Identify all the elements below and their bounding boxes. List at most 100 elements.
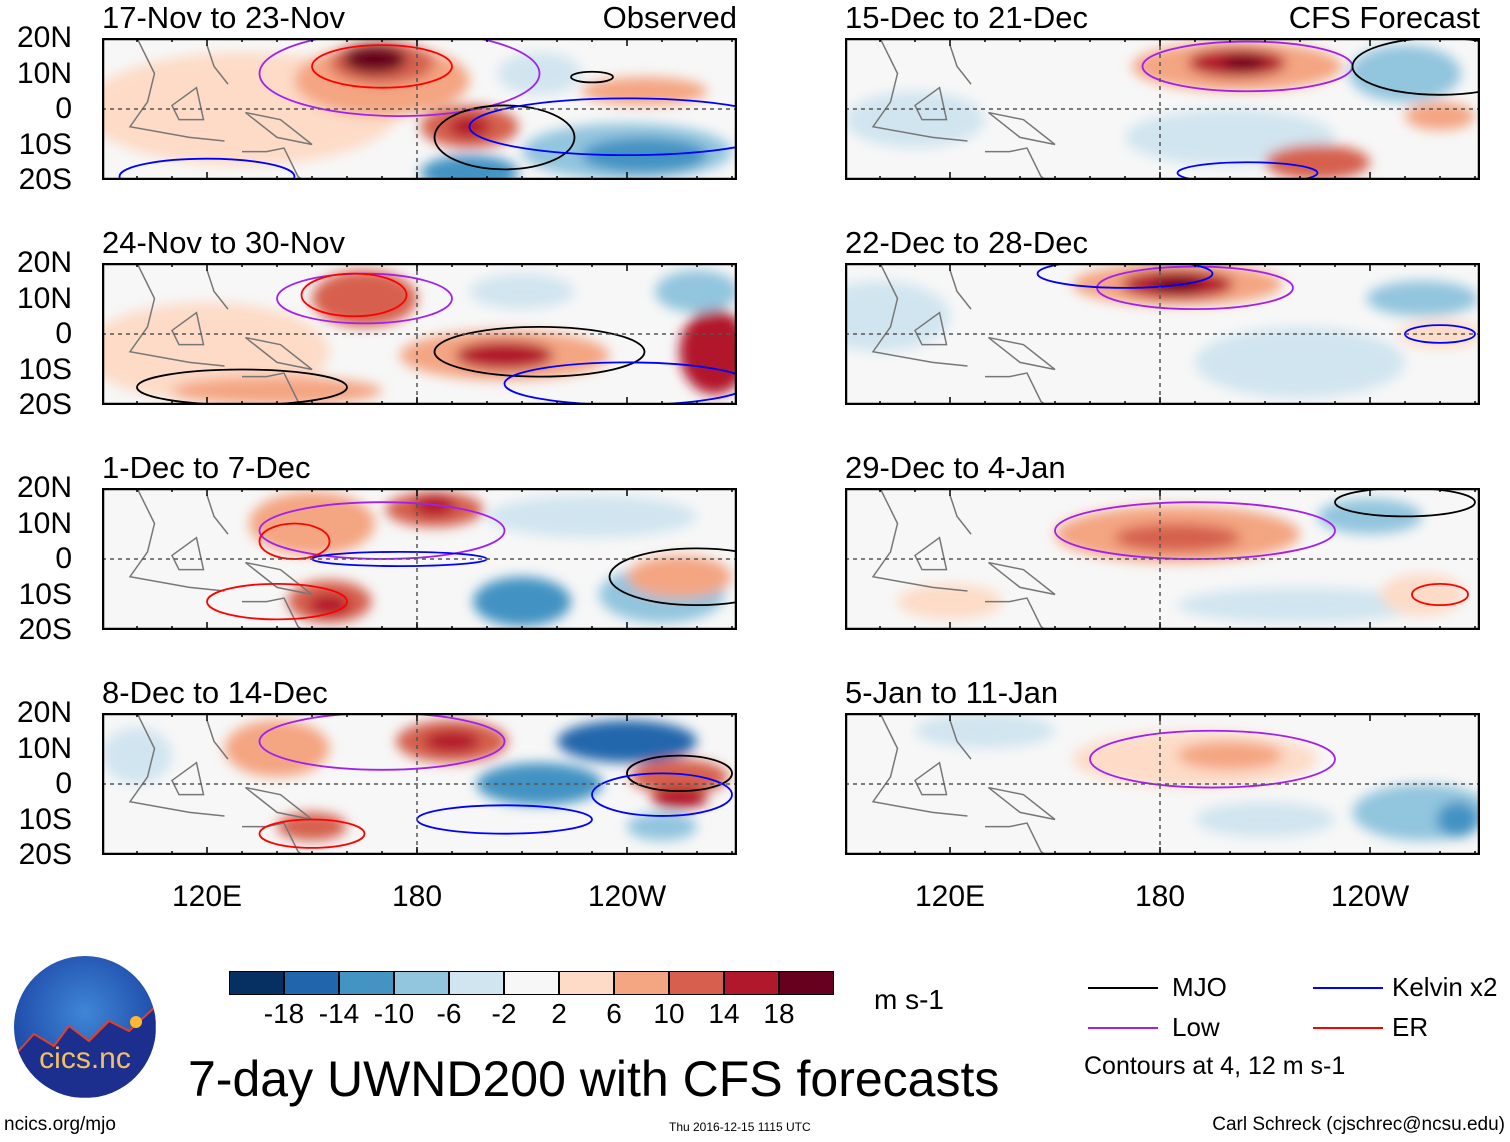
lon-label: 120E bbox=[914, 880, 986, 913]
lat-label: 0 bbox=[55, 317, 72, 350]
legend-line-kelvin bbox=[1313, 987, 1383, 989]
panel-title: 15-Dec to 21-Dec bbox=[845, 0, 1088, 35]
anomaly-shading bbox=[424, 730, 480, 753]
panel-title: 17-Nov to 23-Nov bbox=[102, 0, 345, 35]
map-panel bbox=[102, 713, 737, 855]
anomaly-shading bbox=[420, 155, 519, 180]
colorbar-label: 2 bbox=[551, 998, 567, 1029]
footer-timestamp: Thu 2016-12-15 1115 UTC bbox=[669, 1120, 811, 1134]
lon-label: 120E bbox=[171, 880, 243, 913]
contour-line bbox=[1089, 729, 1336, 789]
lat-label: 10N bbox=[16, 56, 72, 90]
lat-label: 10S bbox=[18, 802, 72, 836]
contour-line bbox=[258, 818, 366, 849]
colorbar-swatch bbox=[559, 971, 614, 995]
anomaly-shading bbox=[1366, 280, 1479, 317]
colorbar-swatch bbox=[449, 971, 504, 995]
panel-title: 1-Dec to 7-Dec bbox=[102, 450, 311, 485]
lon-label: 120W bbox=[1330, 880, 1410, 913]
colorbar-swatch bbox=[504, 971, 559, 995]
coastline bbox=[871, 263, 1056, 405]
panel-frame bbox=[102, 38, 737, 180]
contour-line bbox=[433, 104, 576, 171]
anomaly-shading bbox=[224, 720, 330, 777]
anomaly-shading bbox=[651, 787, 708, 809]
panel-tag: CFS Forecast bbox=[1288, 0, 1480, 35]
colorbar-label: -6 bbox=[436, 998, 462, 1029]
contour-line bbox=[591, 772, 733, 817]
coastline bbox=[128, 38, 313, 180]
anomaly-shading bbox=[1405, 101, 1475, 131]
anomaly-shading bbox=[1317, 498, 1423, 535]
lat-label: 20S bbox=[18, 838, 72, 871]
legend-label-mjo: MJO bbox=[1172, 972, 1227, 1002]
contour-line bbox=[626, 754, 733, 792]
contour-line bbox=[258, 38, 541, 117]
colorbar-label: -18 bbox=[263, 998, 305, 1029]
coastline bbox=[128, 488, 313, 630]
anomaly-shading bbox=[1223, 55, 1265, 70]
lon-label: 180 bbox=[391, 880, 443, 913]
panel-frame bbox=[845, 263, 1480, 405]
anomaly-shading bbox=[630, 759, 729, 795]
footer-author: Carl Schreck (cjschrec@ncsu.edu) bbox=[1212, 1114, 1505, 1135]
lat-label: 10N bbox=[16, 731, 72, 765]
coastline bbox=[128, 263, 313, 405]
lat-label: 0 bbox=[55, 92, 72, 125]
panel-frame bbox=[845, 38, 1480, 180]
legend-line-mjo bbox=[1088, 987, 1158, 989]
anomaly-shading bbox=[1349, 45, 1461, 102]
contour-line bbox=[311, 44, 453, 89]
anomaly-shading bbox=[469, 273, 575, 310]
contour-line bbox=[570, 70, 614, 84]
lon-label: 120W bbox=[587, 880, 667, 913]
anomaly-shading bbox=[627, 812, 697, 841]
colorbar-swatch bbox=[284, 971, 339, 995]
lat-label: 20S bbox=[18, 613, 72, 646]
footer-url[interactable]: ncics.org/mjo bbox=[4, 1114, 116, 1135]
panel-frame bbox=[102, 488, 737, 630]
contour-line bbox=[1054, 501, 1336, 560]
colorbar-swatch bbox=[339, 971, 394, 995]
anomaly-shading bbox=[476, 762, 603, 806]
figure-title: 7-day UWND200 with CFS forecasts bbox=[188, 1051, 1000, 1107]
contour-line bbox=[118, 157, 296, 180]
anomaly-shading bbox=[473, 576, 571, 627]
anomaly-shading bbox=[845, 91, 985, 149]
anomaly-shading bbox=[312, 270, 417, 327]
lat-label: 20N bbox=[16, 471, 72, 504]
lat-label: 10S bbox=[18, 577, 72, 611]
coastline bbox=[871, 488, 1056, 630]
panel-tag: Observed bbox=[602, 0, 737, 35]
map-panel bbox=[845, 263, 1480, 405]
cics-logo: cics.nc bbox=[14, 956, 156, 1098]
anomaly-shading bbox=[172, 376, 382, 405]
map-panel bbox=[102, 488, 737, 630]
colorbar-label: -14 bbox=[318, 998, 360, 1029]
colorbar-label: 10 bbox=[653, 998, 685, 1029]
contour-line bbox=[206, 582, 348, 621]
map-panel bbox=[845, 38, 1480, 180]
lat-label: 10S bbox=[18, 127, 72, 161]
colorbar-label: 6 bbox=[606, 998, 622, 1029]
anomaly-shading bbox=[679, 309, 737, 395]
anomaly-shading bbox=[627, 555, 732, 599]
anomaly-shading bbox=[897, 583, 1003, 620]
contour-line bbox=[433, 326, 646, 378]
coastline bbox=[128, 713, 313, 855]
colorbar-swatch bbox=[724, 971, 779, 995]
map-panel bbox=[102, 263, 737, 405]
contour-note: Contours at 4, 12 m s-1 bbox=[1084, 1052, 1346, 1080]
panel-title: 5-Jan to 11-Jan bbox=[845, 675, 1059, 710]
legend-line-low bbox=[1088, 1027, 1158, 1029]
anomaly-shading bbox=[1177, 587, 1423, 623]
panel-frame bbox=[845, 488, 1480, 630]
anomaly-shading bbox=[308, 594, 351, 616]
colorbar-swatch bbox=[614, 971, 669, 995]
anomaly-shading bbox=[277, 812, 347, 841]
lat-label: 20S bbox=[18, 388, 72, 421]
anomaly-shading bbox=[655, 270, 737, 313]
contour-line bbox=[136, 368, 348, 405]
anomaly-shading bbox=[1114, 523, 1241, 552]
colorbar-swatch bbox=[669, 971, 724, 995]
